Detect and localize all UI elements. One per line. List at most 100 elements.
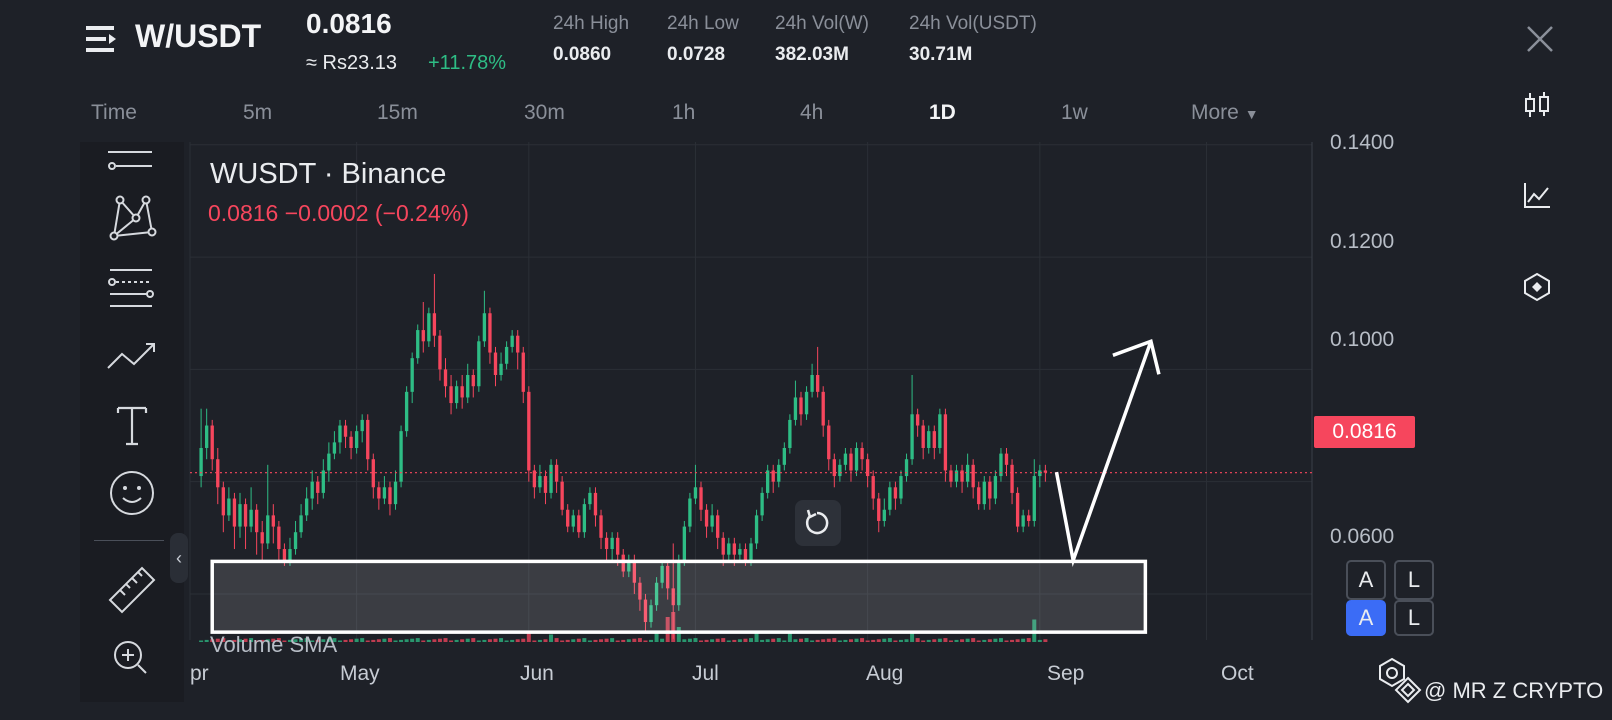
log-scale-button[interactable]: L xyxy=(1394,560,1434,600)
candle xyxy=(221,481,225,533)
candle xyxy=(610,532,614,561)
volume-bar xyxy=(237,639,242,642)
candle-body xyxy=(327,453,331,471)
candle-body xyxy=(838,464,842,477)
text-tool-icon[interactable] xyxy=(106,400,158,452)
candle-body xyxy=(293,532,298,550)
volume-bar xyxy=(482,639,487,642)
tab-1d[interactable]: 1D xyxy=(929,101,956,124)
candle-body xyxy=(404,391,409,432)
tab-1w[interactable]: 1w xyxy=(1061,101,1088,124)
tab-more[interactable]: More ▼ xyxy=(1191,101,1259,125)
candle-body xyxy=(360,419,364,432)
reset-chart-button[interactable] xyxy=(795,500,841,546)
candle xyxy=(499,352,503,381)
path-tool-icon[interactable] xyxy=(106,332,158,384)
volume-bar xyxy=(399,639,404,642)
candle-body xyxy=(777,464,781,482)
candle-body xyxy=(938,414,942,448)
close-icon[interactable] xyxy=(1525,24,1555,54)
candle-body xyxy=(965,464,970,482)
last-price: 0.0816 xyxy=(306,8,392,39)
tab-4h[interactable]: 4h xyxy=(800,101,824,124)
volume-bar xyxy=(432,639,437,642)
candle-body xyxy=(982,481,986,505)
volume-bar xyxy=(971,638,976,642)
auto-scale-button[interactable]: A xyxy=(1346,560,1386,600)
volume-bar xyxy=(687,638,692,642)
emoji-tool-icon[interactable] xyxy=(106,467,158,519)
candle-body xyxy=(566,509,570,527)
candle-body xyxy=(627,560,631,572)
candle xyxy=(416,324,420,364)
volume-bar xyxy=(576,638,581,642)
candle-body xyxy=(466,374,470,398)
volume-bar xyxy=(332,638,337,642)
candle xyxy=(1027,509,1031,527)
candle-body xyxy=(849,453,853,471)
trendline-tool-icon[interactable] xyxy=(106,142,158,172)
candle xyxy=(915,408,920,437)
volume-bar xyxy=(932,639,937,642)
volume-bar xyxy=(515,639,520,642)
candle xyxy=(404,386,409,437)
candle xyxy=(243,498,248,550)
candle xyxy=(477,335,481,392)
candle xyxy=(482,290,487,347)
candle xyxy=(432,273,437,347)
volume-bar xyxy=(221,638,226,642)
zoom-in-icon[interactable] xyxy=(106,637,158,677)
tab-5m[interactable]: 5m xyxy=(243,101,273,124)
menu-icon[interactable] xyxy=(85,22,119,56)
candle xyxy=(343,419,348,448)
volume-bar xyxy=(826,638,831,642)
volume-bar xyxy=(810,640,815,642)
volume-bar xyxy=(571,639,576,642)
candle xyxy=(471,369,475,398)
auto-scale-button-active[interactable]: A xyxy=(1346,600,1386,636)
volume-bar xyxy=(910,633,915,642)
candlestick-type-icon[interactable] xyxy=(1522,90,1552,120)
candle xyxy=(666,560,670,600)
candle xyxy=(582,498,587,538)
candle xyxy=(549,459,553,499)
tab-time[interactable]: Time xyxy=(91,101,137,124)
volume-bar xyxy=(326,638,331,642)
candle xyxy=(349,431,353,460)
log-scale-button-secondary[interactable]: L xyxy=(1394,600,1434,636)
candle xyxy=(1021,509,1025,533)
volume-bar xyxy=(215,638,220,642)
candle-body xyxy=(949,470,953,482)
candle-body xyxy=(321,470,325,493)
volume-bar xyxy=(1043,639,1048,642)
pattern-tool-icon[interactable] xyxy=(106,192,158,244)
fib-tool-icon[interactable] xyxy=(106,262,158,314)
volume-bar xyxy=(249,638,254,642)
indicators-icon[interactable] xyxy=(1522,180,1552,210)
volume-bar xyxy=(1004,640,1009,642)
tab-15m[interactable]: 15m xyxy=(377,101,418,124)
settings-hexagon-icon[interactable] xyxy=(1522,272,1552,302)
collapse-toolbar-button[interactable]: ‹ xyxy=(170,533,188,583)
pair-title[interactable]: W/USDT xyxy=(135,18,262,54)
ruler-tool-icon[interactable] xyxy=(106,562,158,614)
candle xyxy=(516,330,520,370)
candle xyxy=(593,487,598,527)
tab-more-label: More xyxy=(1191,101,1239,124)
volume-bar xyxy=(549,634,554,642)
tab-30m[interactable]: 30m xyxy=(524,101,565,124)
volume-bar xyxy=(1037,639,1042,642)
candle xyxy=(321,459,325,499)
candle-body xyxy=(449,386,453,404)
volume-bar xyxy=(371,639,376,642)
projection-arrowhead xyxy=(1112,338,1161,375)
x-tick-label: pr xyxy=(190,662,209,685)
candle-body xyxy=(488,313,492,353)
volume-bar xyxy=(210,639,215,642)
candle-body xyxy=(888,487,892,510)
tab-1h[interactable]: 1h xyxy=(672,101,696,124)
volume-bar xyxy=(898,639,903,642)
volume-bar xyxy=(321,639,326,642)
candle-body xyxy=(827,425,831,460)
